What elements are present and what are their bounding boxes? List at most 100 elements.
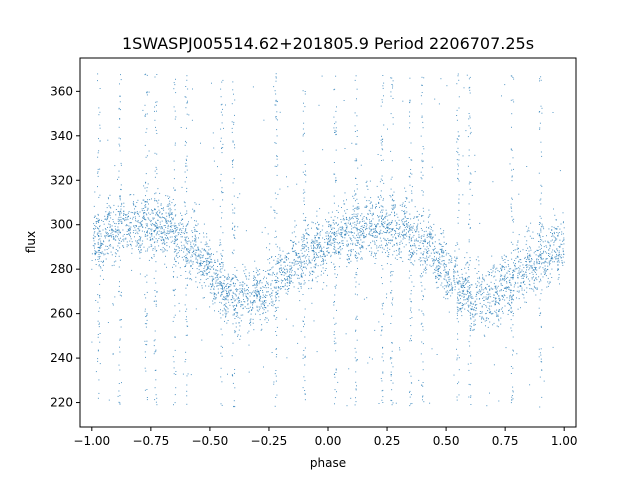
data-point — [174, 240, 176, 242]
data-point — [453, 275, 454, 277]
data-point — [185, 228, 187, 230]
data-point — [500, 274, 502, 276]
data-point — [372, 205, 374, 207]
data-point — [192, 208, 194, 210]
data-point — [444, 278, 446, 280]
data-point — [517, 256, 519, 258]
data-point — [100, 242, 102, 244]
data-point — [302, 133, 304, 135]
data-point — [399, 232, 401, 234]
data-point — [249, 292, 251, 293]
data-point — [304, 393, 306, 395]
data-point — [143, 215, 145, 217]
data-point — [508, 271, 510, 272]
data-point — [259, 307, 261, 309]
data-point — [156, 212, 158, 214]
data-point — [504, 261, 506, 263]
data-point — [175, 116, 177, 118]
data-point — [290, 265, 292, 267]
data-point — [499, 278, 501, 280]
data-point — [370, 223, 372, 225]
data-point — [300, 282, 302, 284]
data-point — [108, 198, 109, 200]
data-point — [174, 241, 176, 243]
data-point — [381, 277, 382, 279]
data-point — [514, 260, 516, 261]
data-point — [411, 403, 413, 404]
data-point — [267, 287, 269, 289]
data-point — [407, 225, 409, 227]
data-point — [134, 211, 136, 213]
data-point — [301, 275, 303, 277]
data-point — [521, 289, 523, 291]
data-point — [180, 234, 182, 235]
data-point — [120, 319, 122, 321]
data-point — [554, 240, 556, 242]
data-point — [115, 231, 117, 233]
data-point — [390, 188, 392, 190]
data-point — [305, 228, 307, 230]
data-point — [323, 262, 325, 264]
data-point — [118, 383, 120, 384]
data-point — [416, 238, 417, 240]
data-point — [430, 228, 432, 230]
data-point — [253, 271, 255, 272]
data-point — [446, 290, 448, 292]
data-point — [538, 348, 540, 350]
data-point — [95, 226, 97, 227]
data-point — [165, 220, 167, 222]
data-point — [430, 265, 432, 267]
data-point — [175, 245, 177, 247]
data-point — [304, 364, 306, 366]
data-point — [509, 282, 510, 284]
data-point — [448, 262, 450, 264]
data-point — [317, 265, 319, 267]
data-point — [414, 229, 416, 231]
data-point — [386, 242, 387, 244]
data-point — [437, 273, 439, 275]
data-point — [417, 216, 419, 217]
data-point — [498, 295, 500, 297]
data-point — [558, 232, 560, 233]
data-point — [186, 256, 188, 258]
data-point — [440, 276, 442, 278]
data-point — [562, 248, 564, 250]
data-point — [305, 181, 307, 183]
data-point — [459, 281, 461, 283]
data-point — [154, 290, 156, 291]
data-point — [467, 309, 469, 311]
data-point — [346, 240, 348, 242]
data-point — [374, 255, 376, 257]
data-point — [211, 261, 213, 263]
data-point — [198, 253, 200, 255]
data-point — [386, 244, 388, 246]
data-point — [294, 250, 296, 252]
data-point — [325, 232, 327, 234]
data-point — [225, 302, 227, 304]
data-point — [299, 300, 301, 302]
data-point — [334, 227, 335, 229]
data-point — [99, 194, 101, 196]
data-point — [266, 282, 268, 284]
data-point — [269, 262, 271, 264]
data-point — [237, 334, 239, 336]
data-point — [402, 234, 404, 236]
data-point — [204, 244, 206, 246]
data-point — [270, 284, 272, 286]
data-point — [235, 322, 237, 324]
data-point — [382, 199, 384, 201]
data-point — [408, 254, 410, 256]
data-point — [381, 303, 383, 305]
data-point — [503, 266, 505, 268]
data-point — [416, 228, 418, 230]
data-point — [214, 293, 216, 294]
data-point — [391, 211, 393, 213]
data-point — [179, 255, 180, 257]
data-point — [323, 253, 325, 255]
data-point — [293, 262, 295, 264]
data-point — [211, 275, 213, 277]
data-point — [95, 221, 97, 223]
data-point — [375, 252, 377, 254]
data-point — [524, 301, 526, 303]
data-point — [147, 183, 149, 185]
